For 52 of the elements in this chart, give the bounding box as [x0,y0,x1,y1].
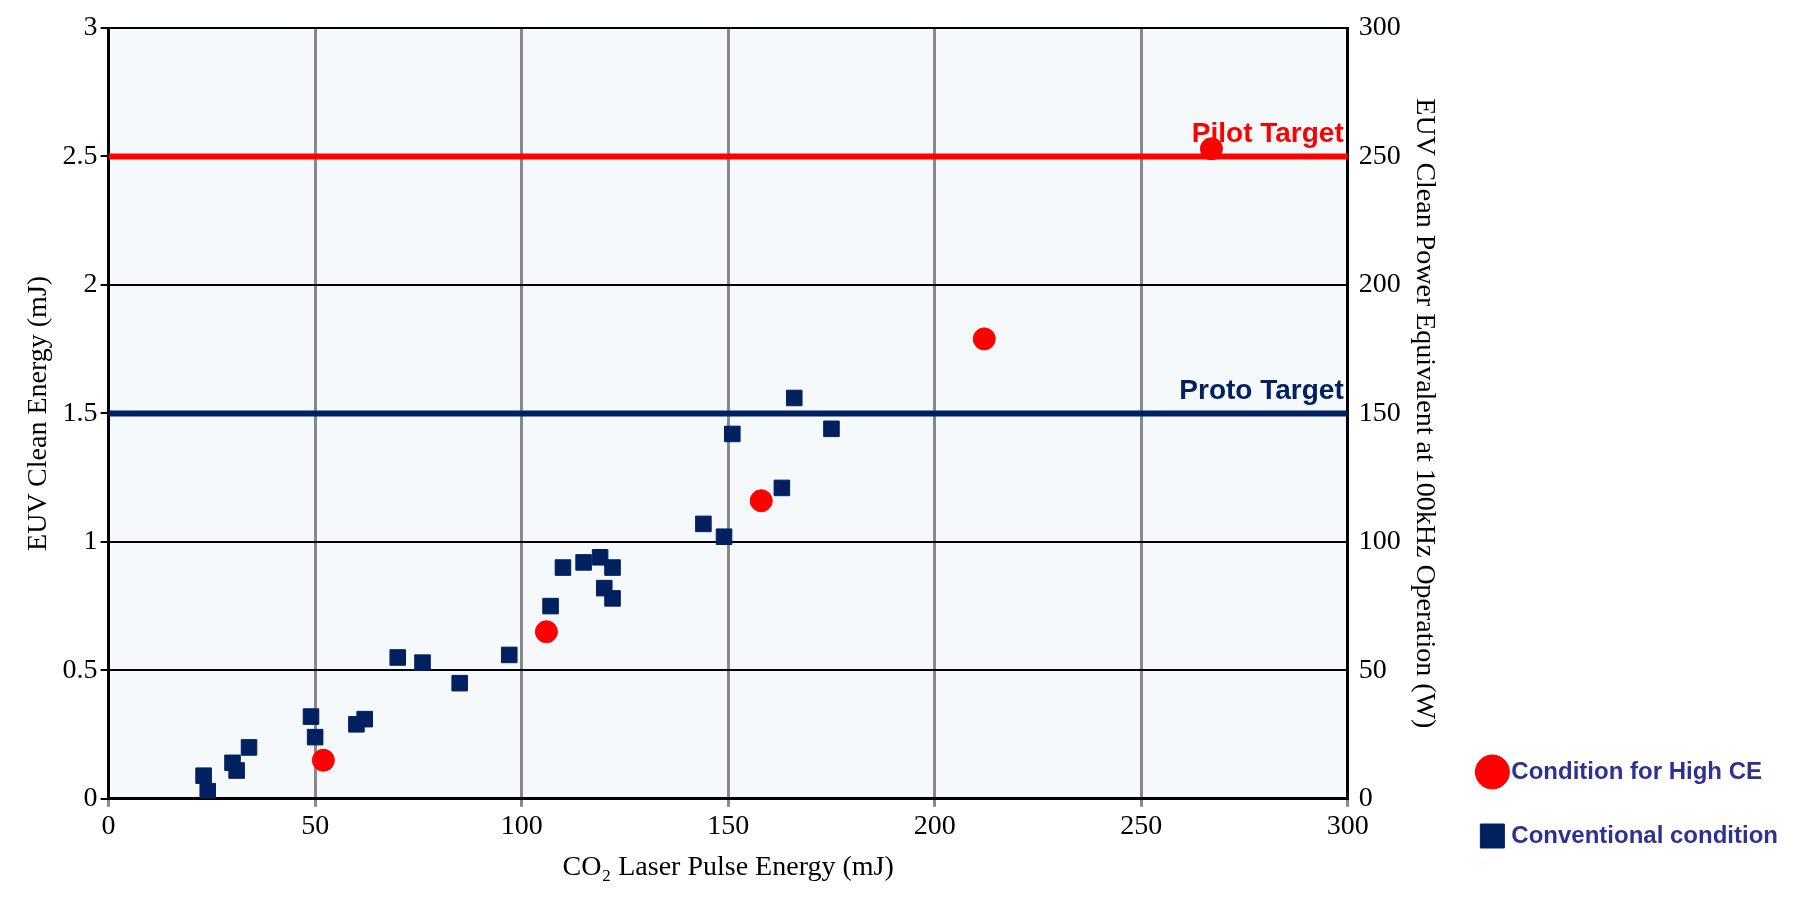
y-tick-label: 2.5 [62,138,98,170]
point [724,425,741,443]
x-tick-label: 200 [913,808,956,840]
y2-tick-label: 50 [1358,652,1387,684]
point [604,559,621,576]
ref-line-label: Proto Target [1179,374,1344,406]
x-tick-label: 100 [500,808,543,840]
point [591,549,609,566]
point [240,739,258,756]
y2-tick-label: 300 [1358,10,1401,42]
x-tick-label: 50 [301,808,330,840]
point [542,597,559,615]
point [500,646,518,664]
point [575,554,592,571]
point [356,710,373,728]
point [715,528,733,546]
point [604,590,621,607]
point [389,649,407,666]
point [749,489,773,513]
x-tick-label: 150 [707,808,750,840]
point [311,748,335,772]
ref-line-label: Pilot Target [1191,117,1344,149]
legend-label: Conventional condition [1511,820,1779,848]
point [451,674,468,692]
y-tick-label: 3 [83,10,98,42]
y-tick-label: 0.5 [62,652,98,684]
x-tick-label: 250 [1120,808,1163,840]
y-tick-label: 1 [83,524,98,556]
point [554,559,572,576]
y2-tick-label: 250 [1358,138,1401,170]
point [306,728,324,746]
point [224,754,241,772]
point [534,620,558,644]
y-axis-title: EUV Clean Energy (mJ) [21,275,53,551]
y2-tick-label: 100 [1358,524,1401,556]
point [785,389,803,407]
point [199,782,217,799]
point [195,767,212,784]
point [972,327,996,351]
point [414,654,431,671]
x-axis-title: CO₂ Laser Pulse Energy (mJ) [562,849,894,881]
y-tick-label: 1.5 [62,395,98,427]
point [823,420,840,438]
y-tick-label: 2 [83,267,98,299]
point [773,479,791,497]
y2-axis-title: EUV Clean Power Equivalent at 100kHz Operation (W) [1411,98,1443,729]
legend-label: Condition for High CE [1511,756,1762,784]
point [302,708,320,725]
y2-tick-label: 150 [1358,395,1401,427]
y-tick-label: 0 [83,781,98,813]
y2-tick-label: 200 [1358,267,1401,299]
point [695,515,712,533]
